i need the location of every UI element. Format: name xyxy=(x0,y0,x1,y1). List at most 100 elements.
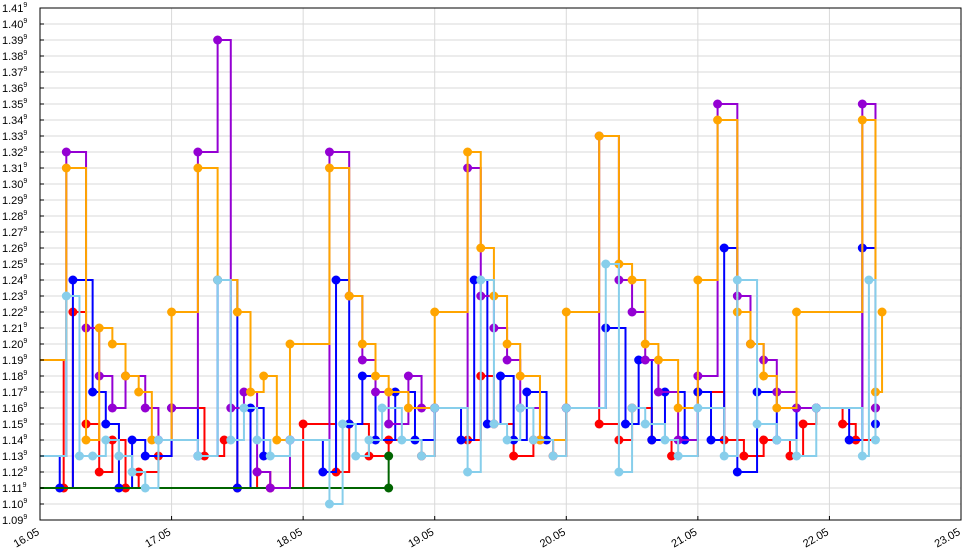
y-tick-label: 1.379 xyxy=(2,66,27,79)
data-point xyxy=(561,403,571,413)
data-point xyxy=(259,371,269,381)
data-point xyxy=(561,307,571,317)
data-point xyxy=(226,435,236,445)
data-point xyxy=(285,339,295,349)
y-tick-label: 1.269 xyxy=(2,242,27,255)
data-point xyxy=(357,355,367,365)
data-point xyxy=(759,435,769,445)
data-point xyxy=(463,467,473,477)
data-point xyxy=(265,483,275,493)
y-tick-label: 1.179 xyxy=(2,386,27,399)
data-point xyxy=(627,275,637,285)
data-point xyxy=(265,451,275,461)
data-point xyxy=(482,419,492,429)
data-point xyxy=(594,131,604,141)
data-point xyxy=(496,371,505,381)
y-tick-label: 1.199 xyxy=(2,354,27,367)
y-tick-label: 1.369 xyxy=(2,82,27,95)
x-tick-label: 19.05 xyxy=(406,526,436,550)
data-point xyxy=(324,147,334,157)
data-point xyxy=(785,451,795,461)
data-point xyxy=(324,499,334,509)
data-point xyxy=(298,419,308,429)
data-point xyxy=(121,371,131,381)
x-tick-label: 20.05 xyxy=(538,526,568,550)
data-point xyxy=(857,451,867,461)
data-point xyxy=(140,483,150,493)
data-point xyxy=(463,147,473,157)
data-point xyxy=(719,243,729,253)
data-point xyxy=(61,291,71,301)
data-point xyxy=(193,147,203,157)
data-point xyxy=(107,339,117,349)
data-point xyxy=(213,35,223,45)
data-point xyxy=(502,339,512,349)
y-tick-label: 1.219 xyxy=(2,322,27,335)
data-point xyxy=(219,435,229,445)
data-point xyxy=(772,403,782,413)
y-tick-label: 1.109 xyxy=(2,498,27,511)
y-tick-label: 1.129 xyxy=(2,466,27,479)
data-point xyxy=(759,371,769,381)
y-tick-label: 1.259 xyxy=(2,258,27,271)
data-point xyxy=(620,419,630,429)
data-point xyxy=(594,419,604,429)
y-tick-label: 1.419 xyxy=(2,2,27,15)
data-point xyxy=(877,307,887,317)
y-tick-label: 1.229 xyxy=(2,306,27,319)
data-point xyxy=(798,419,808,429)
data-point xyxy=(384,387,394,397)
series-4 xyxy=(40,115,887,445)
y-tick-label: 1.389 xyxy=(2,50,27,63)
plot-frame xyxy=(39,7,962,521)
data-point xyxy=(792,451,802,461)
data-point xyxy=(627,307,637,317)
data-point xyxy=(844,435,854,445)
x-tick-label: 17.05 xyxy=(143,526,173,550)
data-point xyxy=(752,419,762,429)
data-point xyxy=(693,275,703,285)
data-point xyxy=(713,99,723,109)
data-point xyxy=(739,451,749,461)
data-point xyxy=(344,291,354,301)
data-point xyxy=(213,275,223,285)
data-point xyxy=(706,435,716,445)
data-point xyxy=(528,435,538,445)
data-point xyxy=(331,275,341,285)
y-tick-label: 1.359 xyxy=(2,98,27,111)
data-point xyxy=(792,307,802,317)
data-point xyxy=(88,451,98,461)
data-point xyxy=(673,451,683,461)
data-point xyxy=(239,387,249,397)
data-point xyxy=(548,451,558,461)
data-point xyxy=(403,403,413,413)
data-point xyxy=(430,307,440,317)
data-point xyxy=(357,371,367,381)
data-point xyxy=(430,403,440,413)
data-point xyxy=(357,339,367,349)
data-point xyxy=(719,451,729,461)
data-point xyxy=(647,435,657,445)
data-point xyxy=(489,419,499,429)
data-point xyxy=(660,435,670,445)
series-5 xyxy=(40,259,880,509)
data-point xyxy=(713,115,723,125)
data-point xyxy=(397,435,407,445)
y-tick-label: 1.349 xyxy=(2,114,27,127)
data-point xyxy=(667,451,677,461)
data-point xyxy=(153,435,163,445)
data-point xyxy=(811,403,821,413)
data-point xyxy=(653,355,663,365)
data-point xyxy=(252,435,262,445)
y-axis: 1.099 1.109 1.119 1.129 1.139 1.149 1.159 1.169… xyxy=(2,2,44,527)
y-tick-label: 1.329 xyxy=(2,146,27,159)
y-tick-label: 1.099 xyxy=(2,514,27,527)
x-tick-label: 18.05 xyxy=(275,526,305,550)
data-point xyxy=(101,435,111,445)
data-point xyxy=(246,387,256,397)
y-tick-label: 1.289 xyxy=(2,210,27,223)
data-point xyxy=(732,467,742,477)
data-point xyxy=(456,435,466,445)
data-point xyxy=(476,275,486,285)
